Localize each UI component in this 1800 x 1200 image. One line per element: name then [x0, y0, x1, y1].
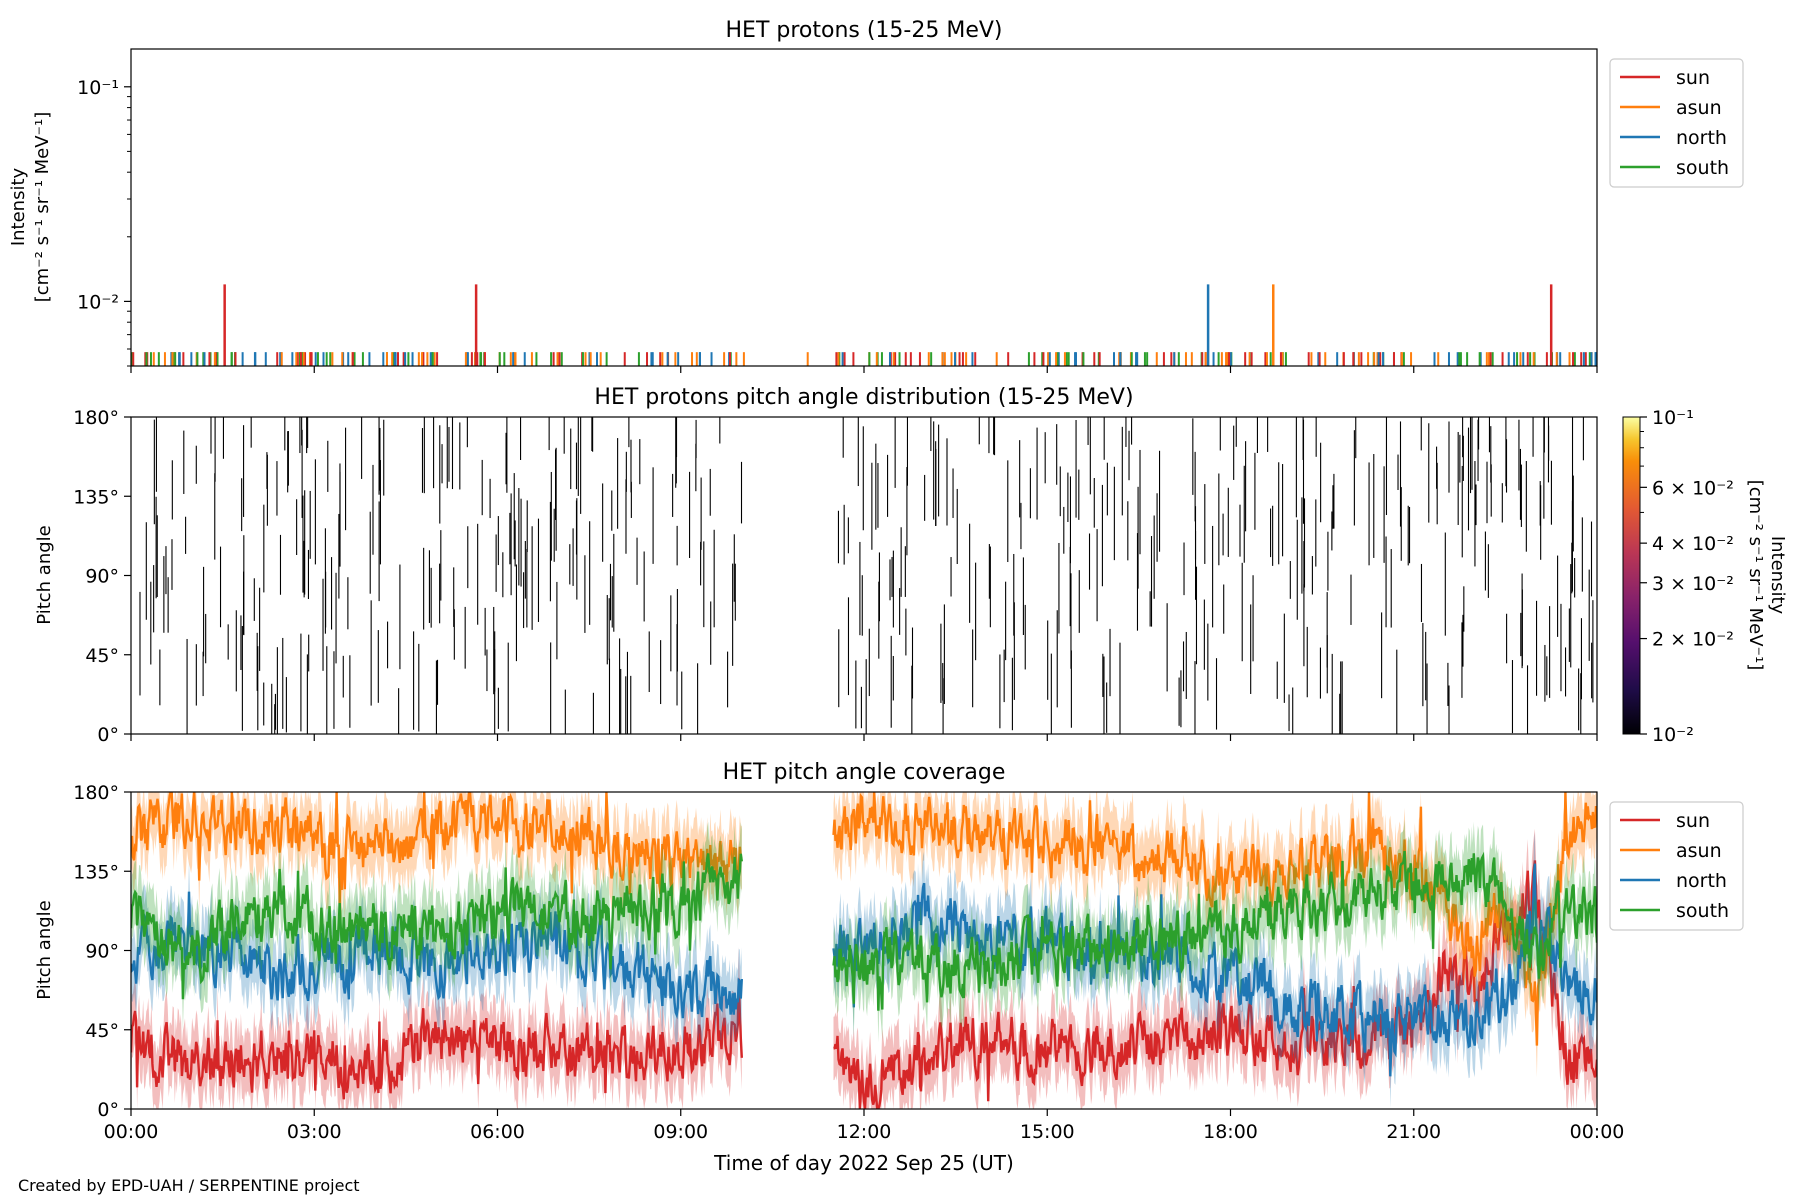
panel3-xtick-label: 06:00: [470, 1121, 525, 1143]
legend-label-asun: asun: [1676, 97, 1722, 119]
panel3-xtick-label: 03:00: [287, 1121, 342, 1143]
legend-frame: [1609, 58, 1744, 188]
coverage-band-north: [131, 860, 742, 1050]
coverage-line-south: [832, 850, 1597, 1011]
coverage-line-asun: [131, 792, 743, 906]
panel2-ylabel: Pitch angle: [34, 525, 55, 624]
panel1-plot-area: [131, 284, 1597, 366]
panel3-ytick-label: 180°: [73, 782, 119, 804]
legend-label-north: north: [1676, 127, 1727, 149]
panel3-title: HET pitch angle coverage: [723, 760, 1006, 785]
panel2-frame: [130, 416, 1598, 735]
colorbar-tick-label: 3 × 10⁻²: [1652, 573, 1734, 595]
legend-label-asun: asun: [1676, 840, 1722, 862]
colorbar-label-line2: [cm⁻² s⁻¹ sr⁻¹ MeV⁻¹]: [1745, 480, 1766, 671]
coverage-line-sun: [833, 860, 1597, 1109]
legend-label-sun: sun: [1676, 67, 1710, 89]
panel2-ytick-label: 0°: [97, 724, 119, 746]
panel2-axes: 0° 45° 90° 135° 180°: [73, 407, 1598, 746]
panel1-axes: 10⁻¹ 10⁻²: [77, 77, 1598, 373]
credit-text: Created by EPD-UAH / SERPENTINE project: [18, 1176, 360, 1195]
legend-label-sun: sun: [1676, 810, 1710, 832]
coverage-line-asun: [832, 792, 1597, 1046]
panel1-ylabel-line2: [cm⁻² s⁻¹ sr⁻¹ MeV⁻¹]: [32, 112, 53, 303]
legend-label-north: north: [1676, 870, 1727, 892]
colorbar-tick-label: 4 × 10⁻²: [1652, 533, 1734, 555]
panel3-xtick-label: 00:00: [1570, 1121, 1625, 1143]
legend-frame: [1609, 801, 1744, 931]
baseline-noise-marks: [131, 352, 1597, 366]
panel3-xtick-label: 18:00: [1203, 1121, 1258, 1143]
legend-label-south: south: [1676, 157, 1729, 179]
coverage-line-sun: [131, 978, 743, 1100]
panel2-ytick-label: 135°: [73, 486, 119, 508]
x-axis-label: Time of day 2022 Sep 25 (UT): [713, 1151, 1014, 1175]
panel3-ytick-label: 0°: [97, 1099, 119, 1121]
legend-label-south: south: [1676, 900, 1729, 922]
panel3-ytick-label: 90°: [85, 941, 119, 963]
coverage-line-south: [131, 853, 743, 1000]
panel3-xtick-label: 15:00: [1020, 1121, 1075, 1143]
colorbar-tick-label: 6 × 10⁻²: [1652, 477, 1734, 499]
colorbar: [1622, 416, 1641, 735]
panel1-frame: [130, 48, 1598, 367]
panel3-ylabel: Pitch angle: [34, 900, 55, 999]
panel3-xtick-label: 00:00: [104, 1121, 159, 1143]
panel2-ytick-label: 45°: [85, 645, 119, 667]
panel3-ytick-label: 45°: [85, 1020, 119, 1042]
colorbar-tick-label: 10⁻¹: [1652, 407, 1694, 429]
panel3-xtick-label: 12:00: [837, 1121, 892, 1143]
coverage-line-north: [832, 863, 1597, 1077]
panel1-legend: sun asun north south: [1609, 58, 1744, 188]
panel2-title: HET protons pitch angle distribution (15…: [594, 385, 1133, 410]
colorbar-tick-label: 2 × 10⁻²: [1652, 629, 1734, 651]
colorbar-tick-label: 10⁻²: [1652, 724, 1694, 746]
colorbar-label-line1: Intensity: [1767, 536, 1788, 615]
panel3-xtick-label: 09:00: [653, 1121, 708, 1143]
panel1-title: HET protons (15-25 MeV): [726, 18, 1003, 43]
panel3-xtick-label: 21:00: [1386, 1121, 1441, 1143]
panel2-ytick-label: 90°: [85, 566, 119, 588]
panel2-heatmap: [139, 417, 1594, 734]
colorbar-axes: 10⁻¹ 6 × 10⁻² 4 × 10⁻² 3 × 10⁻² 2 × 10⁻² 10⁻²: [1640, 407, 1734, 746]
panel1-ylabel-line1: Intensity: [8, 167, 29, 246]
panel1-ytick-label: 10⁻¹: [77, 77, 119, 99]
panel3-axes: 0° 45° 90° 135° 180° 00:00 03:00 06:00 09:00 12:0…: [73, 782, 1624, 1143]
panel3-legend: sun asun north south: [1609, 801, 1744, 931]
panel1-ytick-label: 10⁻²: [77, 291, 119, 313]
panel3-ytick-label: 135°: [73, 861, 119, 883]
panel3-plot-area: [131, 792, 1597, 1109]
panel2-ytick-label: 180°: [73, 407, 119, 429]
